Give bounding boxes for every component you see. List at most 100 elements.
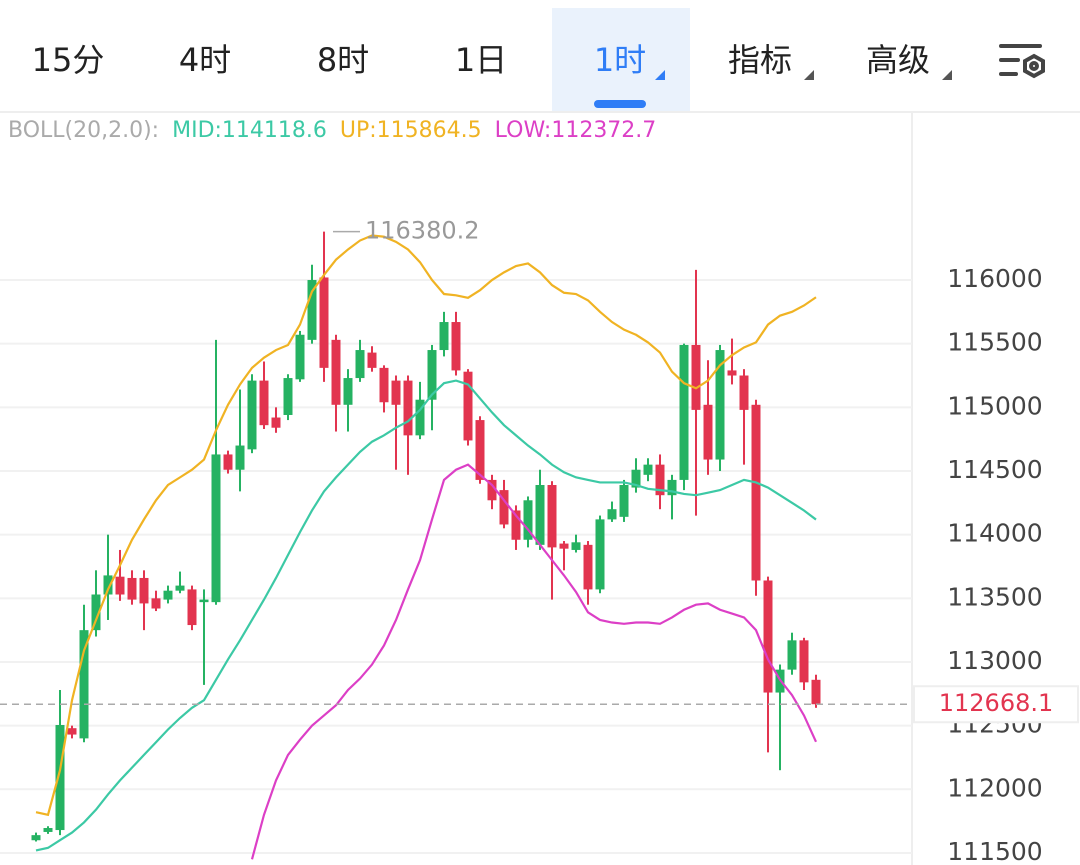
candle-body (79, 630, 89, 739)
candle-body (115, 576, 125, 595)
candle-body (595, 519, 605, 590)
candle-body (763, 580, 773, 693)
candle-body (619, 485, 629, 517)
candle-body (727, 370, 737, 376)
candle-body (799, 640, 809, 683)
candle-body (355, 350, 365, 379)
candle-body (91, 594, 101, 631)
y-tick-label: 114500 (947, 455, 1042, 484)
tab[interactable]: 指标 (728, 41, 792, 79)
legend-entry: UP:115864.5 (340, 118, 482, 143)
candle-body (415, 399, 425, 436)
candle-body (691, 344, 701, 410)
candle-body (247, 380, 257, 450)
candle-body (31, 835, 41, 841)
max-marker-label: 116380.2 (365, 217, 480, 245)
plot-area (31, 231, 821, 860)
last-price-box (913, 685, 1079, 724)
y-tick-label: 115500 (947, 328, 1042, 357)
active-tab-bg (552, 8, 690, 111)
candle-body (403, 380, 413, 436)
candle-body (379, 367, 389, 403)
legend-entry: MID:114118.6 (172, 118, 327, 143)
candle-body (223, 454, 233, 470)
candle-body (787, 640, 797, 670)
last-price-label: 112668.1 (939, 689, 1054, 717)
candle-body (631, 469, 641, 488)
tab[interactable]: 1日 (455, 41, 507, 79)
candle-body (391, 380, 401, 405)
candle-body (235, 445, 245, 470)
candle-body (331, 339, 341, 405)
candle-body (175, 585, 185, 591)
tab-bar: 15分 4时 8时 1日 1时 指标 高级 (32, 8, 930, 111)
candle-body (55, 725, 65, 831)
boll-line (35, 234, 817, 817)
candle-body (559, 543, 569, 549)
candle-body (511, 510, 521, 540)
candle-body (739, 375, 749, 410)
candle-body (367, 352, 377, 368)
candle-body (67, 728, 77, 735)
candle-body (475, 420, 485, 480)
candle-body (547, 485, 557, 548)
candle-body (643, 464, 653, 475)
y-tick-label: 115000 (947, 391, 1042, 420)
candle-body (259, 380, 269, 426)
y-tick-label: 113000 (947, 646, 1042, 675)
candle-body (607, 509, 617, 520)
candle-body (163, 590, 173, 600)
candle-body (43, 828, 53, 832)
candle-body (679, 344, 689, 480)
y-tick-label: 116000 (947, 264, 1042, 293)
candle-body (211, 454, 221, 603)
candle-body (703, 404, 713, 460)
candle-body (451, 322, 461, 371)
boll-line (250, 463, 818, 860)
candle-body (319, 277, 329, 368)
candle-body (127, 577, 137, 600)
candle-body (295, 334, 305, 380)
tab[interactable]: 4时 (179, 41, 231, 79)
y-tick-label: 111500 (947, 837, 1042, 865)
legend: BOLL(20,2.0): MID:114118.6 UP:115864.5 L… (8, 118, 656, 143)
candle-body (439, 322, 449, 351)
candle-body (583, 544, 593, 590)
settings-icon[interactable] (999, 44, 1045, 79)
candle-body (283, 378, 293, 415)
y-tick-label: 113500 (947, 582, 1042, 611)
grid: 1115001120001125001130001135001140001145… (0, 264, 1043, 865)
candle-body (499, 490, 509, 525)
tab[interactable]: 8时 (317, 41, 369, 79)
candle-body (523, 500, 533, 540)
candle-body (811, 679, 821, 705)
y-tick-label: 112000 (947, 773, 1042, 802)
candle-body (103, 575, 113, 595)
boll-line (35, 379, 817, 852)
overlay: 116380.2 112668.1 (0, 217, 1079, 724)
candle-body (487, 479, 497, 501)
y-tick-label: 114000 (947, 519, 1042, 548)
candle-body (535, 485, 545, 545)
candle-body (187, 589, 197, 626)
candle-body (271, 417, 281, 428)
dropdown-caret (655, 70, 665, 80)
legend-entry: LOW:112372.7 (495, 118, 657, 143)
candle-body (427, 350, 437, 400)
candle-body (751, 404, 761, 581)
candle-body (655, 464, 665, 496)
candle-body (139, 577, 149, 604)
candle-body (307, 280, 317, 340)
candle-body (199, 599, 209, 603)
candle-body (715, 350, 725, 460)
candle-body (571, 542, 581, 550)
tab[interactable]: 1时 (594, 41, 646, 79)
candle-body (667, 479, 677, 496)
tab[interactable]: 15分 (32, 41, 105, 79)
indicator-label: BOLL(20,2.0): (8, 118, 159, 143)
tab[interactable]: 高级 (866, 41, 930, 79)
dropdown-caret (942, 70, 952, 80)
dropdown-caret (804, 70, 814, 80)
